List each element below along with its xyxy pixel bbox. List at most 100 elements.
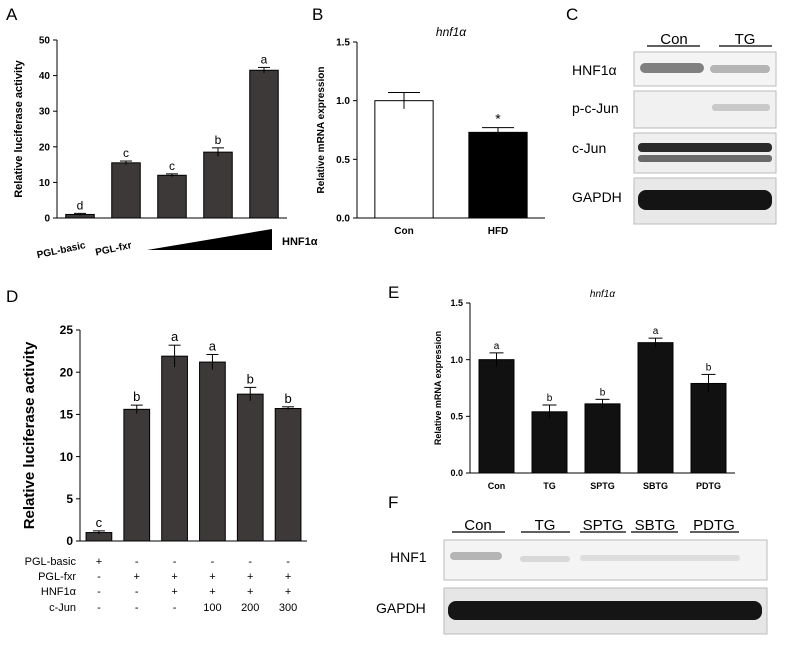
x-tick-label: TG: [543, 481, 556, 491]
table-row-label: PGL-fxr: [38, 571, 76, 583]
bar: [157, 174, 187, 219]
table-cell: -: [173, 602, 177, 614]
significance-label: b: [284, 391, 291, 406]
significance-label: *: [495, 111, 501, 127]
table-cell: +: [209, 586, 215, 598]
blot-row-label-c-jun: c-Jun: [572, 140, 606, 156]
significance-label: a: [653, 326, 659, 337]
bar: [203, 151, 233, 219]
chart-d: 0 5 10 15 20 25 Relative luciferase activity c b…: [21, 323, 307, 614]
bar: [161, 355, 188, 542]
band: [520, 556, 570, 562]
significance-label: b: [247, 371, 254, 386]
y-tick-label: 1.0: [336, 96, 350, 107]
panel-label-c: C: [566, 5, 578, 24]
y-tick-label: 50: [39, 36, 51, 47]
group-label-con: Con: [660, 31, 688, 48]
table-cell: +: [134, 571, 140, 583]
chart-title: hnf1α: [590, 289, 615, 300]
significance-label: d: [77, 198, 84, 212]
y-tick-label: 0.0: [450, 468, 463, 478]
bar: [236, 393, 264, 542]
table-cell: +: [171, 586, 177, 598]
table-cell: +: [209, 571, 215, 583]
bar: [374, 100, 434, 219]
significance-label: b: [215, 133, 222, 147]
y-tick-label: 10: [60, 450, 74, 464]
bar: [123, 408, 151, 542]
panel-label-b: B: [312, 5, 323, 24]
table-cell: +: [285, 586, 291, 598]
chart-title: hnf1α: [436, 25, 467, 39]
y-tick-label: 40: [39, 71, 51, 82]
x-tick-label: PGL-fxr: [94, 240, 132, 258]
bar: [468, 131, 528, 219]
group-label-sbtg: SBTG: [635, 517, 676, 534]
significance-label: a: [171, 329, 179, 344]
table-cell: -: [135, 556, 139, 568]
ramp-label: HNF1α: [282, 236, 318, 248]
y-axis-label: Relative luciferase activity: [21, 341, 38, 529]
y-tick-label: 0: [44, 214, 50, 225]
band: [580, 555, 740, 561]
table-cell: 100: [203, 602, 221, 614]
blot-row-label-hnf1: HNF1: [390, 549, 427, 565]
bar: [584, 403, 621, 474]
blot-box-c-jun: [633, 132, 777, 174]
y-axis-label: Relative mRNA expression: [433, 331, 443, 445]
band: [638, 143, 772, 152]
y-tick-label: 0.0: [336, 214, 350, 225]
table-cell: 200: [241, 602, 259, 614]
x-tick-label: SBTG: [643, 481, 668, 491]
x-tick-label: Con: [394, 226, 413, 237]
group-label-sptg: SPTG: [583, 517, 624, 534]
table-cell: +: [171, 571, 177, 583]
band: [450, 552, 502, 560]
y-tick-label: 0: [66, 534, 73, 548]
y-tick-label: 0.5: [336, 155, 350, 166]
table-cell: 300: [279, 602, 297, 614]
panel-label-f: F: [388, 493, 398, 512]
western-blot-c: Con TG HNF1α p-c-Jun c-Jun GAPDH: [572, 31, 777, 225]
y-tick-label: 20: [60, 365, 74, 379]
group-label-tg: TG: [535, 517, 556, 534]
bar: [111, 162, 141, 219]
table-cell: -: [173, 556, 177, 568]
blot-row-label-gapdh: GAPDH: [376, 600, 426, 616]
y-tick-label: 0.5: [450, 411, 463, 421]
western-blot-f: Con TG SPTG SBTG PDTG HNF1 GAPDH: [376, 517, 768, 635]
significance-label: b: [706, 362, 712, 373]
table-cell: -: [97, 602, 101, 614]
band: [640, 63, 704, 73]
table-cell: -: [211, 556, 215, 568]
y-tick-label: 10: [39, 178, 51, 189]
bar: [478, 359, 515, 474]
bar: [199, 361, 226, 542]
significance-label: a: [209, 338, 217, 353]
table-cell: -: [97, 571, 101, 583]
significance-label: b: [133, 389, 140, 404]
y-axis-label: Relative mRNA expression: [316, 67, 327, 194]
bar: [531, 411, 568, 474]
chart-e: 0.0 0.5 1.0 1.5 Relative mRNA expression hnf1…: [433, 289, 735, 491]
hnf1a-ramp: [147, 229, 272, 250]
x-tick-label: HFD: [488, 226, 509, 237]
table-cell: -: [286, 556, 290, 568]
blot-row-label-gapdh: GAPDH: [572, 189, 622, 205]
significance-label: c: [169, 159, 175, 173]
y-tick-label: 25: [60, 323, 74, 337]
panel-label-d: D: [6, 287, 18, 306]
y-tick-label: 30: [39, 107, 51, 118]
band: [638, 155, 772, 162]
blot-row-label-hnf1a: HNF1α: [572, 62, 617, 78]
y-tick-label: 15: [60, 408, 74, 422]
significance-label: c: [123, 146, 129, 160]
chart-a: 0 10 20 30 40 50 Relative luciferase activity d…: [13, 36, 318, 262]
significance-label: a: [261, 52, 268, 66]
x-tick-label: PGL-basic: [36, 240, 87, 261]
x-tick-label: Con: [488, 481, 506, 491]
band: [710, 65, 770, 73]
chart-b: 0.0 0.5 1.0 1.5 Relative mRNA expression hnf1…: [316, 25, 545, 237]
table-row-label: PGL-basic: [25, 556, 77, 568]
